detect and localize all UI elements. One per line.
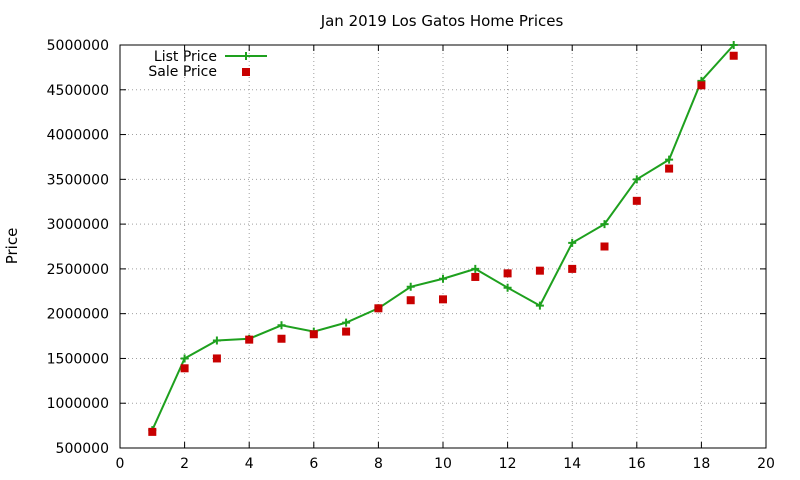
list-price-point — [729, 41, 738, 49]
sale-price-point — [503, 269, 512, 278]
sale-price-point — [180, 364, 189, 373]
list-price-point — [471, 264, 480, 273]
y-tick-label: 500000 — [56, 441, 109, 457]
x-tick-label: 12 — [499, 456, 517, 472]
sale-price-point — [309, 330, 318, 339]
y-tick-label: 4000000 — [47, 128, 109, 144]
list-price-point — [180, 354, 189, 363]
sale-price-point — [471, 272, 480, 281]
list-price-point — [277, 321, 286, 330]
x-tick-label: 4 — [245, 456, 254, 472]
sale-price-point — [439, 295, 447, 304]
y-tick-label: 5000000 — [47, 38, 109, 54]
x-tick-label: 10 — [434, 456, 452, 472]
list-price-point — [665, 155, 674, 164]
chart-marks — [148, 41, 738, 436]
legend-marker-list-price — [242, 52, 250, 60]
y-tick-label: 2500000 — [47, 262, 109, 278]
y-tick-label: 2000000 — [47, 307, 109, 323]
sale-price-point — [277, 334, 286, 343]
y-axis-label: Price — [3, 228, 21, 265]
sale-price-point — [535, 266, 544, 275]
y-tick-label: 3000000 — [47, 217, 109, 233]
axes: 0 2 4 6 8 10 12 14 16 18 20 500000 1000000 1500000 200… — [47, 38, 775, 472]
y-tick-label: 3500000 — [47, 172, 109, 188]
list-price-point — [503, 283, 512, 292]
sale-price-point — [600, 242, 609, 251]
legend-label-sale-price: Sale Price — [148, 64, 217, 80]
grid-lines — [120, 45, 766, 448]
y-tick-label: 1000000 — [47, 396, 109, 412]
legend-label-list-price: List Price — [154, 49, 217, 65]
chart-title: Jan 2019 Los Gatos Home Prices — [320, 12, 564, 30]
list-price-point — [212, 336, 221, 345]
sale-price-point — [729, 51, 738, 60]
sale-price-point — [148, 427, 157, 436]
x-tick-label: 16 — [628, 456, 646, 472]
list-price-point — [568, 238, 577, 247]
legend-marker-sale-price — [242, 68, 250, 76]
sale-price-point — [568, 264, 577, 273]
y-tick-label: 1500000 — [47, 351, 109, 367]
list-price-point — [342, 318, 351, 327]
sale-price-point — [665, 164, 674, 173]
list-price-point — [535, 301, 544, 310]
sale-price-point — [697, 81, 706, 90]
list-price-point — [600, 220, 609, 229]
x-tick-label: 20 — [757, 456, 775, 472]
sale-price-point — [406, 296, 415, 305]
x-tick-label: 0 — [116, 456, 125, 472]
x-tick-label: 8 — [374, 456, 383, 472]
x-tick-label: 18 — [692, 456, 710, 472]
sale-price-point — [212, 354, 221, 363]
list-price-point — [406, 282, 415, 291]
sale-price-point — [374, 304, 383, 313]
list-price-point — [632, 175, 641, 184]
y-tick-label: 4500000 — [47, 83, 109, 99]
x-tick-label: 2 — [180, 456, 189, 472]
sale-price-point — [245, 335, 254, 344]
x-tick-label: 14 — [563, 456, 581, 472]
list-price-point — [439, 274, 447, 283]
sale-price-point — [632, 196, 641, 205]
x-tick-label: 6 — [309, 456, 318, 472]
sale-price-point — [342, 327, 351, 336]
